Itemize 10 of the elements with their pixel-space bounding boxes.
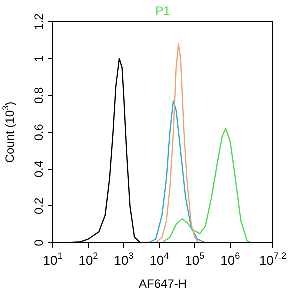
x-axis-title: AF647-H bbox=[138, 277, 188, 291]
chart-title: P1 bbox=[156, 4, 171, 18]
y-tick-label: 1 bbox=[32, 55, 46, 62]
y-tick-label: 0 bbox=[32, 239, 46, 246]
y-tick-label: 0.2 bbox=[32, 198, 46, 215]
y-tick-label: 0.6 bbox=[32, 124, 46, 141]
y-tick-label: 0.4 bbox=[32, 160, 46, 178]
y-axis-title: Count (103) bbox=[0, 102, 17, 164]
y-tick-label: 1.2 bbox=[32, 13, 46, 30]
y-tick-label: 0.8 bbox=[32, 87, 46, 104]
